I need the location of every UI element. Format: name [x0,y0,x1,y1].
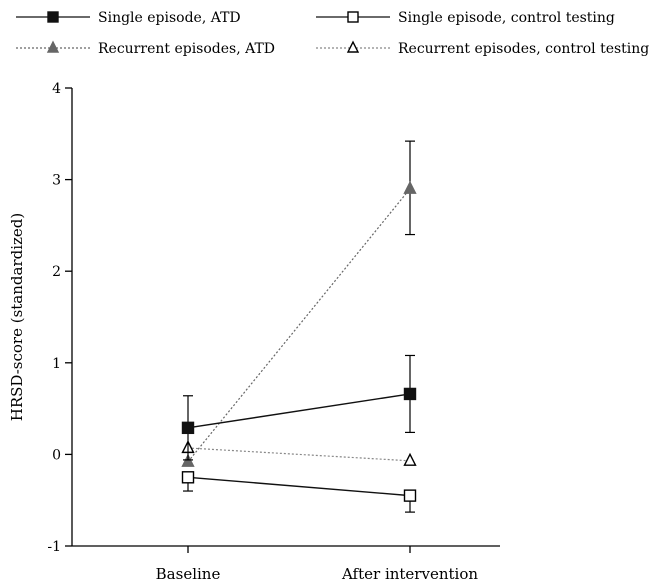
x-ticks: Baseline After intervention [156,546,478,583]
legend-item: Recurrent episodes, control testing [316,40,649,57]
data-point [181,453,195,467]
y-tick-label: 0 [52,447,61,463]
data-point [181,421,195,435]
series-line [187,476,411,497]
legend-item: Single episode, ATD [16,10,241,26]
y-tick-label: 1 [52,356,61,372]
y-tick-label: 4 [52,81,61,97]
legend-marker [47,11,59,23]
series-line [187,447,411,462]
legend-label: Recurrent episodes, ATD [98,41,275,57]
legend: Single episode, ATD Single episode, contr… [16,10,649,57]
series-3 [181,439,417,466]
y-tick-label: -1 [47,539,61,555]
series-line [187,393,411,429]
legend-marker [46,40,60,53]
plot-area: -1 0 1 2 3 4 Baseline After intervention [47,81,500,583]
data-point [403,489,417,502]
y-tick-label: 2 [52,264,61,280]
data-point [403,387,417,401]
series-layer [181,140,417,513]
data-point [181,471,195,484]
y-axis-label: HRSD-score (standardized) [8,213,26,422]
y-ticks: -1 0 1 2 3 4 [47,81,72,555]
series-0 [181,354,417,461]
series-2 [181,140,417,467]
legend-item: Single episode, control testing [316,10,615,26]
series-1 [181,471,417,513]
legend-marker [347,11,359,23]
series-line [187,188,411,463]
legend-label: Single episode, ATD [98,10,241,26]
legend-label: Recurrent episodes, control testing [398,41,649,57]
y-tick-label: 3 [52,173,61,189]
data-point [403,452,417,466]
legend-item: Recurrent episodes, ATD [16,40,275,57]
data-point [403,180,417,194]
legend-label: Single episode, control testing [398,10,615,26]
legend-marker [346,40,360,53]
x-tick-label: After intervention [341,565,478,583]
x-tick-label: Baseline [156,565,221,583]
